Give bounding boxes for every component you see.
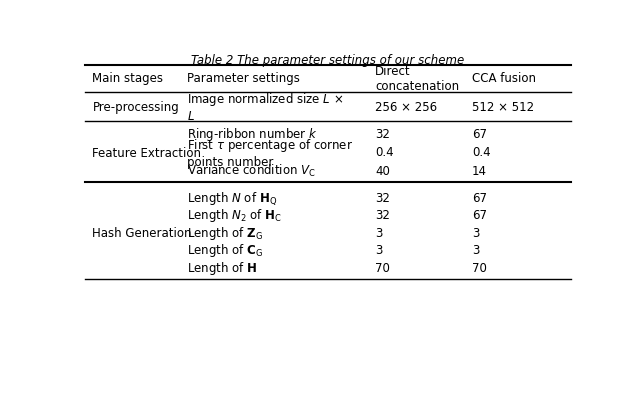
Text: 512 × 512: 512 × 512 [472, 101, 534, 114]
Text: Length of $\mathbf{H}$: Length of $\mathbf{H}$ [187, 260, 257, 277]
Text: 3: 3 [472, 244, 479, 257]
Text: Variance condition $V_\mathrm{C}$: Variance condition $V_\mathrm{C}$ [187, 163, 316, 179]
Text: 32: 32 [375, 209, 390, 222]
Text: 67: 67 [472, 128, 487, 141]
Text: 67: 67 [472, 192, 487, 206]
Text: 0.4: 0.4 [472, 146, 490, 159]
Text: 0.4: 0.4 [375, 146, 394, 159]
Text: 14: 14 [472, 165, 487, 178]
Text: Length of $\mathbf{C}_\mathrm{G}$: Length of $\mathbf{C}_\mathrm{G}$ [187, 242, 262, 259]
Text: Pre-processing: Pre-processing [92, 101, 179, 114]
Text: Parameter settings: Parameter settings [187, 72, 300, 85]
Text: Hash Generation: Hash Generation [92, 227, 192, 240]
Text: 70: 70 [375, 262, 390, 275]
Text: Length $N_2$ of $\mathbf{H}_\mathrm{C}$: Length $N_2$ of $\mathbf{H}_\mathrm{C}$ [187, 207, 282, 224]
Text: First $\tau$ percentage of corner
points number: First $\tau$ percentage of corner points… [187, 137, 353, 169]
Text: 40: 40 [375, 165, 390, 178]
Text: 3: 3 [375, 227, 383, 240]
Text: Length $N$ of $\mathbf{H}_\mathrm{Q}$: Length $N$ of $\mathbf{H}_\mathrm{Q}$ [187, 190, 276, 207]
Text: Length of $\mathbf{Z}_\mathrm{G}$: Length of $\mathbf{Z}_\mathrm{G}$ [187, 225, 262, 242]
Text: Image normalized size $L$ ×
$L$: Image normalized size $L$ × $L$ [187, 91, 343, 123]
Text: 3: 3 [472, 227, 479, 240]
Text: 3: 3 [375, 244, 383, 257]
Text: Feature Extraction: Feature Extraction [92, 146, 202, 160]
Text: Main stages: Main stages [92, 72, 163, 85]
Text: CCA fusion: CCA fusion [472, 72, 536, 85]
Text: 70: 70 [472, 262, 486, 275]
Text: Direct
concatenation: Direct concatenation [375, 65, 460, 93]
Text: 32: 32 [375, 192, 390, 206]
Text: 32: 32 [375, 128, 390, 141]
Text: Table 2 The parameter settings of our scheme: Table 2 The parameter settings of our sc… [191, 54, 465, 67]
Text: Ring-ribbon number $k$: Ring-ribbon number $k$ [187, 126, 317, 143]
Text: 67: 67 [472, 209, 487, 222]
Text: 256 × 256: 256 × 256 [375, 101, 437, 114]
